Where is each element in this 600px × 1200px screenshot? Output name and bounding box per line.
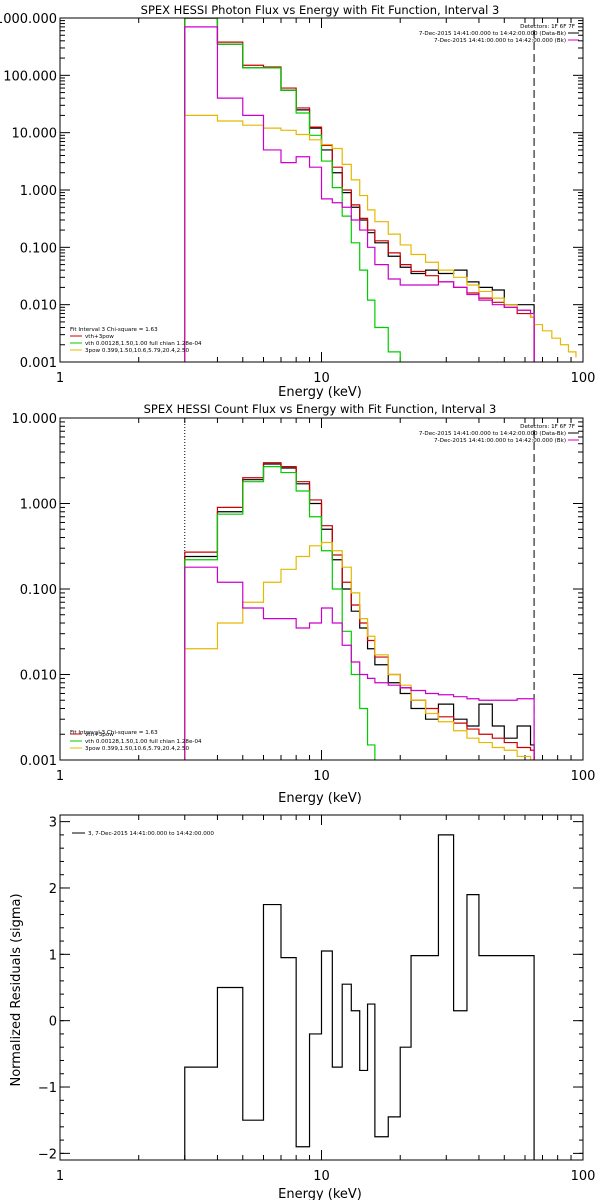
count-flux-series-layer xyxy=(184,462,535,760)
photon-flux-title: SPEX HESSI Photon Flux vs Energy with Fi… xyxy=(141,3,500,17)
count-flux-legend-bottom-label: vth+3pow xyxy=(85,732,114,738)
count-flux-ytick-label: 0.001 xyxy=(20,754,57,769)
photon-flux-ytick-label: 100.000 xyxy=(3,69,57,84)
residuals-ytick-label: 2 xyxy=(49,882,57,897)
photon-flux-ytick-label: 0.001 xyxy=(20,356,57,371)
photon-flux-legend-top-label: 7-Dec-2015 14:41:00.000 to 14:42:00.000 … xyxy=(419,31,566,37)
count-flux-series-4 xyxy=(184,566,535,760)
count-flux-ytick-label: 0.100 xyxy=(20,583,57,598)
photon-flux-series-3 xyxy=(184,114,577,362)
photon-flux-series-layer xyxy=(184,18,577,362)
count-flux-ytick-label: 10.000 xyxy=(12,412,58,427)
residuals-xtick-label: 1 xyxy=(56,1169,64,1184)
count-flux-ytick-label: 0.010 xyxy=(20,669,57,684)
residuals-legend-label: 3, 7-Dec-2015 14:41:00.000 to 14:42:00.0… xyxy=(88,831,214,837)
residuals-ytick-label: −2 xyxy=(38,1147,57,1162)
residuals-ytick-label: 1 xyxy=(49,948,57,963)
residuals-ytick-label: 0 xyxy=(49,1015,57,1030)
photon-flux-detectors: Detectors: 1F 6F 7F xyxy=(520,24,575,30)
photon-flux-legend-top-label: 7-Dec-2015 14:41:00.000 to 14:42:00.000 … xyxy=(434,38,566,44)
photon-flux-legend-bottom-label: 3pow 0.399,1.50,10.6,5.79,20.4,2.50 xyxy=(85,348,190,354)
residuals-frame xyxy=(59,814,584,1161)
residuals-ytick-label: 3 xyxy=(49,816,57,831)
count-flux-title: SPEX HESSI Count Flux vs Energy with Fit… xyxy=(144,402,497,416)
photon-flux-panel: SPEX HESSI Photon Flux vs Energy with Fi… xyxy=(0,3,595,400)
photon-flux-series-2 xyxy=(184,18,412,362)
count-flux-legend-bottom-label: vth 0.00128,1.50,1.00 full chian 1.28e-0… xyxy=(85,739,202,745)
count-flux-ytick-label: 1.000 xyxy=(20,498,57,513)
photon-flux-ytick-label: 10.000 xyxy=(12,127,58,142)
residuals-xlabel: Energy (keV) xyxy=(278,1187,362,1200)
photon-flux-xlabel: Energy (keV) xyxy=(278,385,362,400)
count-flux-xtick-label: 1 xyxy=(56,769,64,784)
residuals-xtick-label: 10 xyxy=(313,1169,330,1184)
residuals-xtick-label: 100 xyxy=(571,1169,596,1184)
photon-flux-ytick-label: 0.100 xyxy=(20,241,57,256)
count-flux-frame xyxy=(59,417,584,761)
photon-flux-legend-bottom-label: vth 0.00128,1.50,1.00 full chian 1.28e-0… xyxy=(85,341,202,347)
residuals-ylabel: Normalized Residuals (sigma) xyxy=(9,893,24,1086)
photon-flux-series-4 xyxy=(184,26,535,362)
photon-flux-xtick-label: 1 xyxy=(56,371,64,386)
photon-flux-ytick-label: 1000.000 xyxy=(0,12,57,27)
residuals-ytick-label: −1 xyxy=(38,1081,57,1096)
count-flux-detectors: Detectors: 1F 6F 7F xyxy=(520,424,575,430)
count-flux-xtick-label: 100 xyxy=(571,769,596,784)
residuals-panel: Energy (keV) Normalized Residuals (sigma… xyxy=(9,814,596,1200)
photon-flux-ytick-label: 0.010 xyxy=(20,299,57,314)
photon-flux-xtick-label: 10 xyxy=(313,371,330,386)
count-flux-xlabel: Energy (keV) xyxy=(278,791,362,806)
count-flux-panel: SPEX HESSI Count Flux vs Energy with Fit… xyxy=(12,402,596,806)
count-flux-xtick-label: 10 xyxy=(313,769,330,784)
count-flux-series-2 xyxy=(184,466,389,760)
photon-flux-legend-bottom-label: vth+3pow xyxy=(85,334,114,340)
count-flux-legend-top-label: 7-Dec-2015 14:41:00.000 to 14:42:00.000 … xyxy=(419,431,566,437)
photon-flux-ytick-label: 1.000 xyxy=(20,184,57,199)
residuals-series-layer xyxy=(184,834,535,1160)
count-flux-series-3 xyxy=(184,541,535,760)
photon-flux-xtick-label: 100 xyxy=(571,371,596,386)
count-flux-legend-bottom-label: 3pow 0.399,1.50,10.6,5.79,20.4,2.50 xyxy=(85,746,190,752)
photon-flux-frame xyxy=(59,17,584,363)
residuals-series-0 xyxy=(184,834,535,1160)
photon-flux-fit-info: Fit Interval 3 Chi-square = 1.63 xyxy=(70,327,158,333)
count-flux-legend-top-label: 7-Dec-2015 14:41:00.000 to 14:42:00.000 … xyxy=(434,438,566,444)
count-flux-fit-info: Fit Interval 3 Chi-square = 1.63 xyxy=(70,730,158,736)
